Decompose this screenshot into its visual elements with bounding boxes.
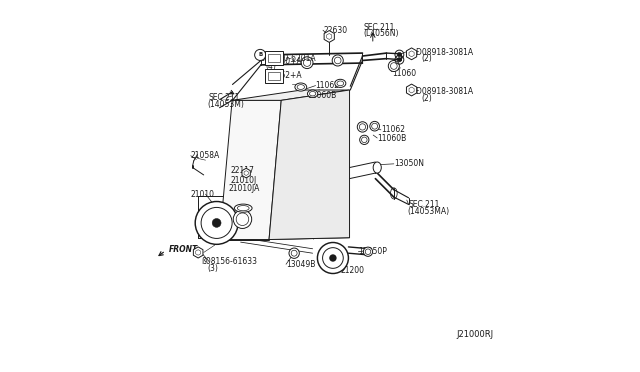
Text: ß08156-61633: ß08156-61633 <box>201 257 257 266</box>
Circle shape <box>317 243 348 273</box>
Text: 21200: 21200 <box>340 266 365 275</box>
Ellipse shape <box>357 122 367 132</box>
Ellipse shape <box>360 135 369 144</box>
Ellipse shape <box>364 247 372 256</box>
Polygon shape <box>269 90 349 240</box>
Text: 11060+A: 11060+A <box>266 57 302 66</box>
Text: 22117: 22117 <box>230 166 255 175</box>
Circle shape <box>255 49 266 61</box>
Text: 22630: 22630 <box>324 26 348 35</box>
Text: (14053MA): (14053MA) <box>408 206 450 216</box>
Text: Ð08918-3081A: Ð08918-3081A <box>416 48 473 57</box>
Text: 11060: 11060 <box>392 69 416 78</box>
Text: 21010: 21010 <box>190 190 214 199</box>
Ellipse shape <box>373 162 381 173</box>
Text: 11060B: 11060B <box>377 134 406 142</box>
Text: 13050P: 13050P <box>358 247 387 256</box>
Text: 13049B: 13049B <box>286 260 316 269</box>
Ellipse shape <box>307 90 318 97</box>
Circle shape <box>212 218 221 227</box>
Text: 13050N: 13050N <box>394 159 424 169</box>
Circle shape <box>397 52 401 57</box>
Text: B: B <box>258 52 262 57</box>
Polygon shape <box>406 48 417 60</box>
Ellipse shape <box>234 204 252 212</box>
Text: FRONT: FRONT <box>168 245 198 254</box>
Polygon shape <box>220 100 281 240</box>
FancyBboxPatch shape <box>264 68 283 83</box>
FancyBboxPatch shape <box>264 51 283 65</box>
Text: SEC.211: SEC.211 <box>209 93 240 102</box>
Circle shape <box>329 254 337 262</box>
Text: Ð08918-3081A: Ð08918-3081A <box>416 87 473 96</box>
Text: 11062+A: 11062+A <box>266 71 302 80</box>
Text: SEC.211: SEC.211 <box>408 200 440 209</box>
Text: (L4056N): (L4056N) <box>364 29 399 38</box>
Text: (4): (4) <box>266 61 276 71</box>
Text: 21058A: 21058A <box>191 151 220 160</box>
Circle shape <box>195 202 238 244</box>
Polygon shape <box>406 84 417 96</box>
Ellipse shape <box>233 210 252 228</box>
Circle shape <box>397 58 401 62</box>
Ellipse shape <box>388 61 399 71</box>
Ellipse shape <box>370 121 380 131</box>
Polygon shape <box>193 247 203 258</box>
Polygon shape <box>232 90 349 100</box>
Text: ß081A0-6201A: ß081A0-6201A <box>259 54 316 63</box>
Text: 11060B: 11060B <box>307 91 337 100</box>
Text: SEC.211: SEC.211 <box>364 23 395 32</box>
Text: 21010J: 21010J <box>230 176 257 185</box>
Ellipse shape <box>289 248 300 259</box>
Text: (2): (2) <box>422 94 432 103</box>
Ellipse shape <box>301 57 313 68</box>
Text: (2): (2) <box>422 54 432 64</box>
Text: (14053M): (14053M) <box>207 100 244 109</box>
Ellipse shape <box>332 55 343 66</box>
Text: (3): (3) <box>208 264 219 273</box>
Polygon shape <box>242 168 250 178</box>
Text: J21000RJ: J21000RJ <box>456 330 493 339</box>
Text: 11062: 11062 <box>381 125 405 134</box>
Text: 21010JA: 21010JA <box>228 185 260 193</box>
Ellipse shape <box>295 83 307 91</box>
Text: 11062: 11062 <box>316 81 340 90</box>
Polygon shape <box>324 31 334 42</box>
Ellipse shape <box>335 79 346 87</box>
